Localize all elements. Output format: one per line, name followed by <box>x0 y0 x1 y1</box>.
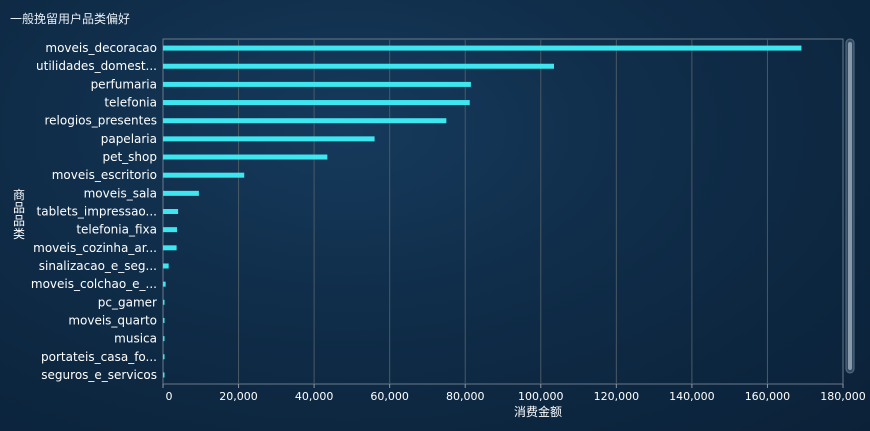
y-tick-label: sinalizacao_e_seg... <box>39 259 157 273</box>
bar[interactable] <box>163 299 165 305</box>
plot-area <box>162 38 844 385</box>
y-tick-label: relogios_presentes <box>44 114 157 128</box>
x-tick-label: 60,000 <box>370 390 409 403</box>
y-tick-label: telefonia <box>104 96 157 110</box>
y-axis-title-char: 品 <box>13 214 25 228</box>
bar[interactable] <box>163 354 165 360</box>
bar[interactable] <box>163 209 179 214</box>
bar[interactable] <box>163 45 802 51</box>
bar[interactable] <box>163 154 328 160</box>
bar[interactable] <box>163 281 166 287</box>
y-tick-label: musica <box>114 332 157 346</box>
y-tick-label: papelaria <box>101 132 157 146</box>
x-tick-label: 140,000 <box>669 390 715 403</box>
y-tick-label: telefonia_fixa <box>76 223 157 237</box>
y-tick-label: pc_gamer <box>98 295 157 309</box>
x-tick-label: 180,000 <box>820 390 866 403</box>
bar[interactable] <box>163 263 169 269</box>
y-tick-label: moveis_decoracao <box>45 41 157 55</box>
y-tick-label: moveis_cozinha_ar... <box>33 241 157 255</box>
bar[interactable] <box>163 118 447 124</box>
bar[interactable] <box>163 245 177 251</box>
bar[interactable] <box>163 317 165 323</box>
bar[interactable] <box>163 190 199 196</box>
x-tick-label: 20,000 <box>219 390 258 403</box>
x-tick-label: 80,000 <box>446 390 485 403</box>
y-tick-label: moveis_quarto <box>68 313 157 327</box>
bar[interactable] <box>163 100 470 106</box>
bar[interactable] <box>163 227 177 233</box>
y-tick-label: utilidades_domest... <box>36 59 157 73</box>
bar[interactable] <box>163 136 375 142</box>
x-tick-label: 100,000 <box>518 390 564 403</box>
x-tick-label: 120,000 <box>594 390 640 403</box>
chart-title: 一般挽留用户品类偏好 <box>10 12 131 26</box>
y-tick-label: seguros_e_servicos <box>41 368 157 382</box>
x-axis-title: 消费金额 <box>514 404 562 419</box>
x-tick-label: 0 <box>166 390 173 403</box>
y-tick-label: moveis_sala <box>84 186 157 200</box>
y-tick-label: tablets_impressao... <box>37 205 157 219</box>
scrollbar-thumb[interactable] <box>848 42 852 370</box>
x-tick-label: 160,000 <box>745 390 791 403</box>
x-tick-label: 40,000 <box>295 390 334 403</box>
bar[interactable] <box>163 63 554 69</box>
bar[interactable] <box>163 336 165 342</box>
y-axis-title-char: 商 <box>13 187 25 202</box>
y-axis-title-char: 品 <box>13 201 25 215</box>
y-tick-label: pet_shop <box>102 150 157 164</box>
bar[interactable] <box>163 372 165 378</box>
bar[interactable] <box>163 172 245 178</box>
bar[interactable] <box>163 81 471 87</box>
y-axis-title-char: 类 <box>13 227 25 241</box>
y-tick-label: portateis_casa_fo... <box>41 350 157 364</box>
y-tick-label: perfumaria <box>91 77 157 91</box>
y-tick-label: moveis_colchao_e_... <box>31 277 157 291</box>
y-tick-label: moveis_escritorio <box>52 168 157 182</box>
